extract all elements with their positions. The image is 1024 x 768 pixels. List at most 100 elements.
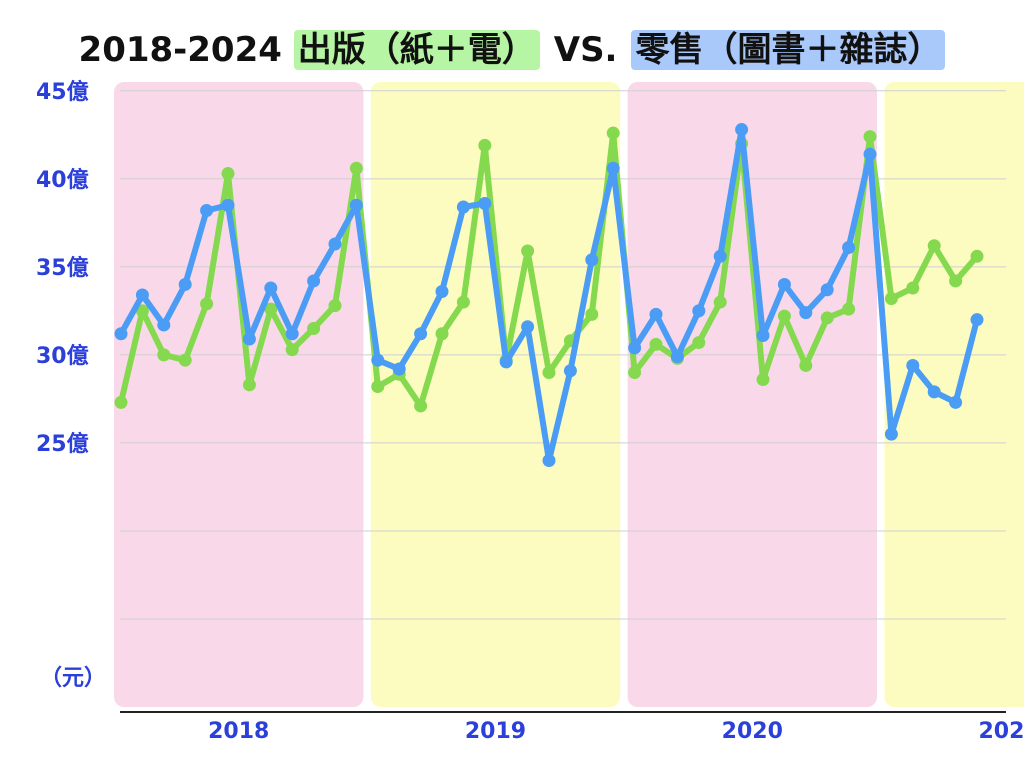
title-vs: VS. bbox=[553, 30, 618, 70]
data-point bbox=[521, 244, 535, 258]
data-point bbox=[799, 306, 813, 320]
data-point bbox=[456, 295, 470, 309]
data-point bbox=[456, 200, 470, 214]
data-point bbox=[349, 161, 363, 175]
data-point bbox=[585, 307, 599, 321]
data-point bbox=[842, 240, 856, 254]
data-point bbox=[328, 237, 342, 251]
data-point bbox=[777, 309, 791, 323]
data-point bbox=[949, 395, 963, 409]
y-tick-label: 25億 bbox=[36, 431, 89, 457]
y-tick-label: 30億 bbox=[36, 343, 89, 369]
period-band-0 bbox=[114, 82, 364, 707]
data-point bbox=[178, 353, 192, 367]
data-point bbox=[521, 320, 535, 334]
data-point bbox=[478, 196, 492, 210]
data-point bbox=[906, 281, 920, 295]
data-point bbox=[863, 130, 877, 144]
data-point bbox=[820, 283, 834, 297]
x-tick-label: 2020 bbox=[722, 719, 783, 744]
data-point bbox=[585, 253, 599, 267]
data-point bbox=[756, 373, 770, 387]
data-point bbox=[692, 336, 706, 350]
data-point bbox=[606, 161, 620, 175]
data-point bbox=[285, 327, 299, 341]
data-point bbox=[242, 378, 256, 392]
data-point bbox=[713, 295, 727, 309]
data-point bbox=[264, 281, 278, 295]
data-point bbox=[371, 380, 385, 394]
x-tick-label: 2018 bbox=[208, 719, 269, 744]
data-point bbox=[157, 318, 171, 332]
chart-title: 2018-2024 出版（紙＋電） VS. 零售（圖書＋雜誌） bbox=[0, 22, 1024, 71]
data-point bbox=[628, 341, 642, 355]
period-band-2 bbox=[627, 82, 877, 707]
period-bands bbox=[114, 82, 1024, 707]
data-point bbox=[884, 292, 898, 306]
data-point bbox=[628, 365, 642, 379]
title-prefix: 2018-2024 bbox=[78, 30, 294, 70]
data-point bbox=[799, 358, 813, 372]
data-point bbox=[756, 329, 770, 343]
data-point bbox=[692, 304, 706, 318]
data-point bbox=[307, 321, 321, 335]
data-point bbox=[414, 399, 428, 413]
data-point bbox=[884, 427, 898, 441]
data-point bbox=[392, 362, 406, 376]
data-point bbox=[542, 454, 556, 468]
data-point bbox=[135, 304, 149, 318]
data-point bbox=[371, 353, 385, 367]
unit-label: （元） bbox=[40, 666, 106, 691]
data-point bbox=[285, 343, 299, 357]
x-tick-label: 2019 bbox=[465, 719, 526, 744]
data-point bbox=[114, 395, 128, 409]
data-point bbox=[820, 311, 834, 325]
data-point bbox=[735, 123, 749, 137]
series-lines bbox=[114, 123, 984, 468]
data-point bbox=[435, 285, 449, 299]
data-point bbox=[863, 147, 877, 161]
data-point bbox=[713, 249, 727, 263]
y-axis-ticks: 45億 40億 35億 30億 25億 bbox=[36, 79, 89, 457]
data-point bbox=[349, 198, 363, 212]
data-point bbox=[200, 204, 214, 218]
y-tick-label: 40億 bbox=[36, 167, 89, 193]
data-point bbox=[842, 302, 856, 316]
period-band-1 bbox=[370, 82, 621, 707]
gridlines bbox=[120, 90, 1006, 620]
data-point bbox=[200, 297, 214, 311]
series-1 bbox=[114, 123, 984, 468]
data-point bbox=[542, 365, 556, 379]
y-tick-label: 45億 bbox=[36, 79, 89, 105]
x-tick-label: 2021 bbox=[978, 719, 1024, 744]
title-series-a: 出版（紙＋電） bbox=[293, 30, 540, 70]
data-point bbox=[242, 332, 256, 346]
data-point bbox=[606, 126, 620, 140]
data-point bbox=[221, 198, 235, 212]
data-point bbox=[114, 327, 128, 341]
data-point bbox=[670, 350, 684, 364]
data-point bbox=[927, 239, 941, 253]
title-series-b: 零售（圖書＋雜誌） bbox=[631, 30, 946, 70]
data-point bbox=[906, 358, 920, 372]
x-axis-ticks: 2018201920202021202220232024.1-10 bbox=[208, 719, 1024, 744]
data-point bbox=[649, 337, 663, 351]
period-band-3 bbox=[884, 82, 1024, 707]
data-point bbox=[970, 313, 984, 327]
data-point bbox=[221, 167, 235, 181]
data-point bbox=[927, 385, 941, 399]
data-point bbox=[178, 277, 192, 291]
data-point bbox=[499, 355, 513, 369]
data-point bbox=[970, 249, 984, 263]
data-point bbox=[307, 274, 321, 288]
data-point bbox=[435, 327, 449, 341]
data-point bbox=[264, 302, 278, 316]
data-point bbox=[135, 288, 149, 302]
data-point bbox=[563, 364, 577, 378]
data-point bbox=[328, 299, 342, 313]
data-point bbox=[777, 277, 791, 291]
data-point bbox=[949, 274, 963, 288]
data-point bbox=[478, 138, 492, 152]
data-point bbox=[414, 327, 428, 341]
